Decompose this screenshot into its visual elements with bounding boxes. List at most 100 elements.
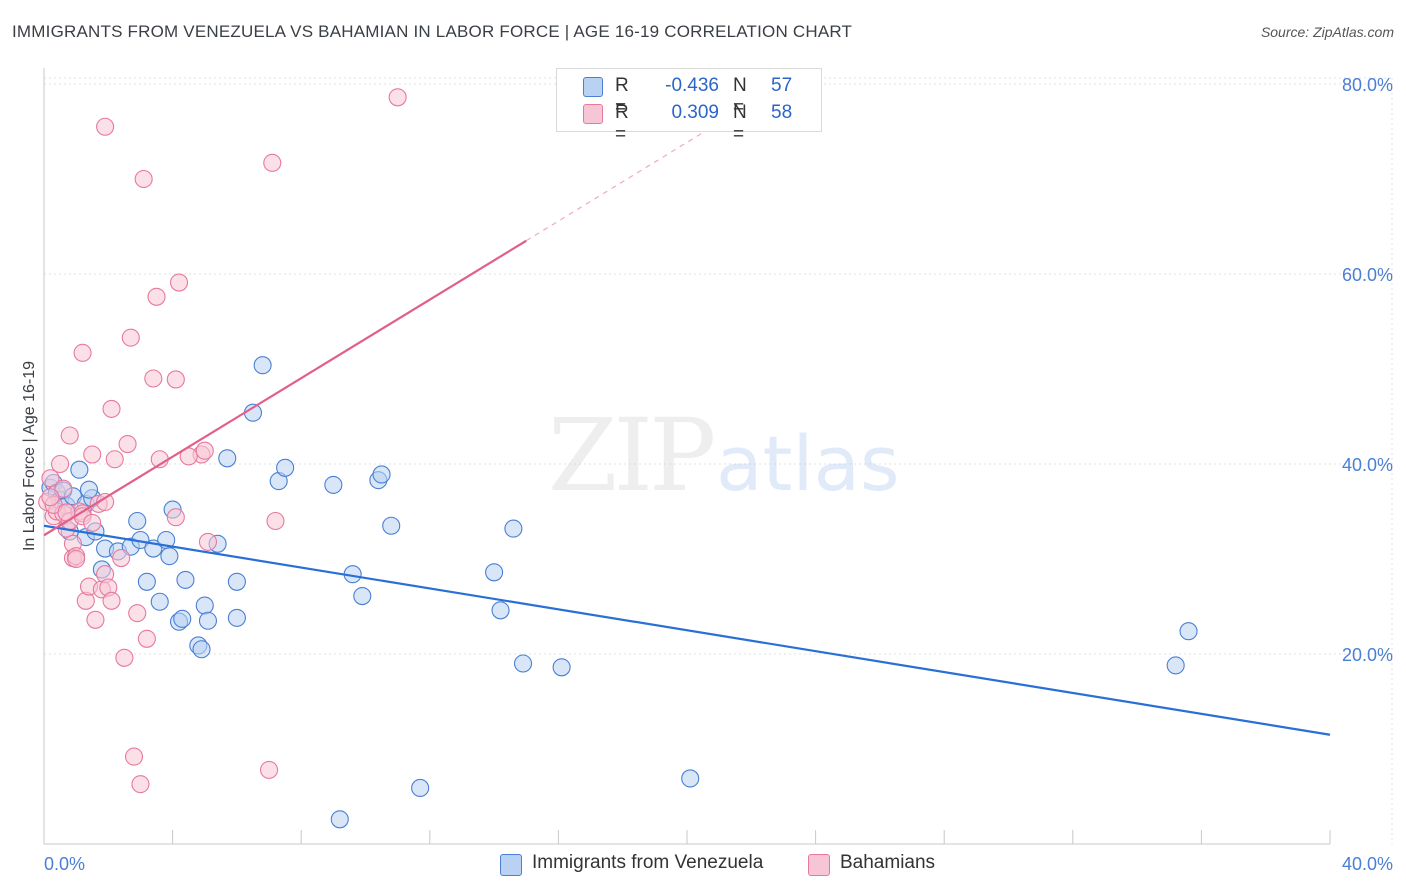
y-tick-label: 40.0% bbox=[1342, 455, 1393, 475]
data-point-bahamians bbox=[166, 370, 185, 389]
data-point-venezuela bbox=[513, 654, 533, 673]
y-tick-label: 20.0% bbox=[1342, 645, 1393, 665]
data-point-venezuela bbox=[79, 480, 99, 499]
data-point-bahamians bbox=[259, 760, 279, 779]
legend-swatch-venezuela bbox=[583, 77, 603, 97]
legend-label-venezuela: Immigrants from Venezuela bbox=[532, 852, 764, 873]
data-point-venezuela bbox=[372, 465, 391, 484]
data-point-venezuela bbox=[70, 460, 89, 479]
legend-n-label: N = bbox=[733, 102, 747, 145]
legend-r-value: -0.436 bbox=[665, 75, 719, 96]
watermark-atlas: atlas bbox=[716, 419, 900, 508]
legend-n-value: 57 bbox=[771, 75, 793, 96]
series-legend: Immigrants from Venezuela Bahamians bbox=[0, 850, 1406, 880]
data-point-venezuela bbox=[681, 769, 700, 788]
data-point-bahamians bbox=[41, 469, 60, 488]
data-point-bahamians bbox=[115, 648, 134, 667]
data-point-bahamians bbox=[118, 434, 137, 454]
x-tick-labels: 0.0% 40.0% bbox=[44, 854, 1393, 874]
data-point-bahamians bbox=[102, 399, 121, 418]
data-point-venezuela bbox=[411, 778, 430, 798]
data-point-bahamians bbox=[51, 454, 70, 474]
data-point-bahamians bbox=[134, 169, 153, 189]
data-point-bahamians bbox=[131, 775, 150, 794]
data-point-bahamians bbox=[86, 610, 105, 629]
data-point-venezuela bbox=[1166, 656, 1185, 675]
legend-label-bahamians: Bahamians bbox=[840, 852, 936, 873]
data-point-venezuela bbox=[192, 640, 211, 659]
data-point-venezuela bbox=[227, 572, 246, 591]
legend-r-label: R = bbox=[615, 75, 629, 118]
data-point-venezuela bbox=[491, 601, 510, 620]
trend-line-bahamians-extension bbox=[525, 102, 752, 242]
x-tick-label: 40.0% bbox=[1342, 854, 1393, 874]
data-point-bahamians bbox=[124, 747, 144, 766]
legend-n-label: N = bbox=[733, 75, 747, 118]
data-point-bahamians bbox=[83, 513, 102, 532]
data-point-bahamians bbox=[144, 369, 163, 388]
data-point-venezuela bbox=[128, 511, 147, 531]
trend-lines bbox=[43, 102, 1331, 736]
data-point-venezuela bbox=[198, 611, 218, 630]
data-point-venezuela bbox=[173, 609, 192, 628]
data-point-bahamians bbox=[263, 153, 282, 172]
series-venezuela-points bbox=[41, 356, 1198, 829]
data-point-bahamians bbox=[73, 343, 92, 362]
y-tick-label: 60.0% bbox=[1342, 265, 1393, 285]
y-axis-label: In Labor Force | Age 16-19 bbox=[21, 361, 38, 551]
data-point-bahamians bbox=[105, 450, 124, 469]
data-point-bahamians bbox=[54, 479, 73, 498]
series-bahamians-points bbox=[38, 88, 407, 794]
data-point-venezuela bbox=[176, 570, 195, 589]
source-label: Source: ZipAtlas.com bbox=[1260, 24, 1394, 40]
data-point-bahamians bbox=[102, 591, 121, 610]
chart-title: IMMIGRANTS FROM VENEZUELA VS BAHAMIAN IN… bbox=[12, 22, 853, 41]
data-point-bahamians bbox=[60, 426, 79, 445]
data-point-venezuela bbox=[253, 356, 272, 375]
data-point-venezuela bbox=[353, 586, 372, 606]
data-point-bahamians bbox=[96, 117, 115, 136]
data-point-bahamians bbox=[266, 511, 285, 531]
data-point-bahamians bbox=[83, 445, 102, 464]
data-point-bahamians bbox=[67, 549, 86, 569]
data-point-bahamians bbox=[198, 532, 218, 551]
legend-r-label: R = bbox=[615, 102, 629, 145]
data-point-venezuela bbox=[485, 563, 504, 582]
data-point-venezuela bbox=[195, 596, 214, 615]
data-point-bahamians bbox=[41, 488, 60, 507]
watermark-zip: ZIP bbox=[548, 397, 713, 514]
data-point-venezuela bbox=[276, 458, 295, 477]
data-point-venezuela bbox=[1179, 622, 1198, 641]
legend-swatch-bahamians bbox=[808, 854, 830, 876]
data-point-bahamians bbox=[128, 604, 147, 623]
trend-line-bahamians bbox=[43, 239, 527, 537]
data-point-bahamians bbox=[112, 548, 131, 568]
trend-line-venezuela bbox=[43, 524, 1331, 736]
data-point-venezuela bbox=[382, 516, 401, 535]
data-point-bahamians bbox=[388, 88, 407, 107]
data-point-bahamians bbox=[121, 328, 140, 347]
data-point-bahamians bbox=[195, 441, 214, 460]
data-point-bahamians bbox=[169, 273, 189, 292]
data-point-bahamians bbox=[166, 508, 185, 527]
y-tick-labels: 20.0% 40.0% 60.0% 80.0% bbox=[1342, 75, 1393, 665]
data-point-venezuela bbox=[218, 449, 237, 468]
data-point-venezuela bbox=[324, 475, 343, 494]
legend-r-value: 0.309 bbox=[671, 102, 719, 123]
legend-n-value: 58 bbox=[771, 102, 793, 123]
data-point-venezuela bbox=[552, 658, 571, 677]
data-point-venezuela bbox=[330, 810, 349, 829]
data-point-venezuela bbox=[137, 572, 156, 591]
watermark: ZIP atlas bbox=[548, 397, 900, 514]
data-point-venezuela bbox=[160, 547, 179, 566]
legend-swatch-bahamians bbox=[583, 104, 603, 124]
x-tick-label: 0.0% bbox=[44, 854, 85, 874]
data-point-venezuela bbox=[227, 608, 246, 627]
data-point-venezuela bbox=[504, 519, 523, 538]
data-point-venezuela bbox=[150, 592, 169, 611]
axes bbox=[43, 68, 1331, 845]
correlation-legend: R = -0.436 N = 57 R = 0.309 N = 58 bbox=[556, 68, 822, 145]
data-point-bahamians bbox=[137, 629, 156, 648]
legend-swatch-venezuela bbox=[500, 854, 522, 876]
